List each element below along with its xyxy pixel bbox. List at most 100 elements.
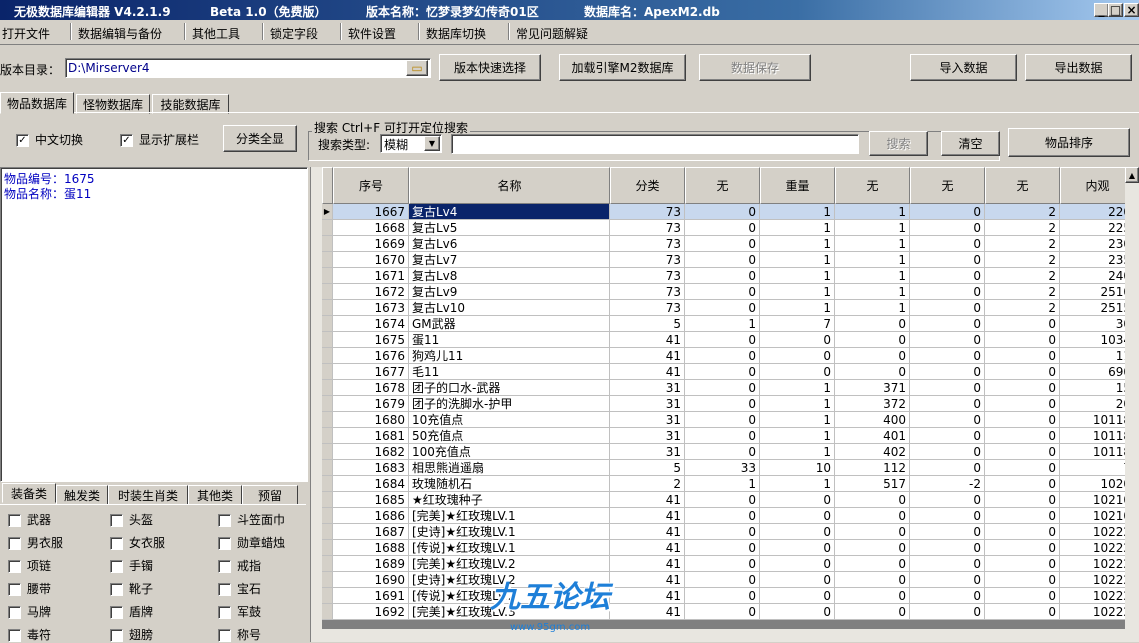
table-cell[interactable]: 0: [685, 604, 760, 620]
search-input[interactable]: [451, 134, 859, 154]
table-cell[interactable]: 1: [760, 444, 835, 460]
table-cell[interactable]: 31: [610, 444, 685, 460]
row-indicator[interactable]: [322, 316, 333, 332]
table-cell[interactable]: 230: [1060, 236, 1125, 252]
table-cell[interactable]: 10210: [1060, 508, 1125, 524]
table-cell[interactable]: 0: [985, 428, 1060, 444]
row-indicator[interactable]: [322, 524, 333, 540]
table-cell[interactable]: 400: [835, 412, 910, 428]
column-header[interactable]: 无: [835, 167, 910, 204]
category-tab[interactable]: 预留: [242, 485, 298, 505]
table-cell[interactable]: 0: [910, 204, 985, 220]
table-cell[interactable]: 0: [685, 236, 760, 252]
table-cell[interactable]: 41: [610, 524, 685, 540]
table-cell[interactable]: 0: [760, 348, 835, 364]
table-cell[interactable]: 1683: [333, 460, 409, 476]
table-cell[interactable]: 7: [1060, 460, 1125, 476]
checkbox[interactable]: [218, 606, 231, 619]
category-checkbox[interactable]: 称号: [218, 626, 261, 643]
table-cell[interactable]: 0: [760, 492, 835, 508]
table-cell[interactable]: 0: [835, 508, 910, 524]
table-cell[interactable]: 0: [760, 572, 835, 588]
item-name-cell[interactable]: 50充值点: [409, 428, 610, 444]
table-cell[interactable]: 0: [910, 236, 985, 252]
table-cell[interactable]: 0: [985, 556, 1060, 572]
table-cell[interactable]: 1673: [333, 300, 409, 316]
category-checkbox[interactable]: 军鼓: [218, 603, 261, 620]
checkbox[interactable]: [110, 514, 123, 527]
ext-toggle[interactable]: ✓ 显示扩展栏: [120, 131, 199, 148]
table-cell[interactable]: 5: [610, 316, 685, 332]
row-indicator[interactable]: [322, 428, 333, 444]
column-header[interactable]: 重量: [760, 167, 835, 204]
table-cell[interactable]: 1691: [333, 588, 409, 604]
category-checkbox[interactable]: 马牌: [8, 603, 51, 620]
table-cell[interactable]: 2: [985, 300, 1060, 316]
table-cell[interactable]: 220: [1060, 204, 1125, 220]
category-tab[interactable]: 装备类: [2, 483, 56, 503]
table-cell[interactable]: 0: [760, 508, 835, 524]
table-cell[interactable]: 1: [760, 412, 835, 428]
checkbox[interactable]: [8, 629, 21, 642]
table-cell[interactable]: 41: [610, 364, 685, 380]
table-cell[interactable]: 1: [835, 236, 910, 252]
db-tab[interactable]: 物品数据库: [0, 92, 74, 114]
table-cell[interactable]: 30: [1060, 316, 1125, 332]
table-cell[interactable]: 1674: [333, 316, 409, 332]
table-cell[interactable]: 1: [835, 204, 910, 220]
table-cell[interactable]: 0: [910, 332, 985, 348]
table-cell[interactable]: 0: [910, 604, 985, 620]
category-tab[interactable]: 触发类: [56, 485, 108, 505]
table-cell[interactable]: 11: [1060, 348, 1125, 364]
row-indicator[interactable]: [322, 588, 333, 604]
splitter-scrollbar[interactable]: [310, 167, 322, 642]
table-cell[interactable]: 1670: [333, 252, 409, 268]
table-cell[interactable]: 0: [985, 364, 1060, 380]
table-cell[interactable]: 41: [610, 540, 685, 556]
table-cell[interactable]: 41: [610, 556, 685, 572]
table-cell[interactable]: 0: [910, 316, 985, 332]
folder-button[interactable]: ▭: [406, 60, 428, 76]
item-name-cell[interactable]: [完美]★红玫瑰LV.1: [409, 508, 610, 524]
row-indicator[interactable]: [322, 460, 333, 476]
table-cell[interactable]: 0: [985, 316, 1060, 332]
table-cell[interactable]: 0: [685, 300, 760, 316]
table-cell[interactable]: 0: [835, 588, 910, 604]
category-tab[interactable]: 时装生肖类: [108, 485, 188, 505]
table-cell[interactable]: 73: [610, 300, 685, 316]
table-cell[interactable]: 10118: [1060, 412, 1125, 428]
item-name-cell[interactable]: 复古Lv5: [409, 220, 610, 236]
checkbox[interactable]: [110, 560, 123, 573]
item-name-cell[interactable]: 玫瑰随机石: [409, 476, 610, 492]
table-cell[interactable]: 0: [685, 428, 760, 444]
table-cell[interactable]: 0: [985, 540, 1060, 556]
table-cell[interactable]: 112: [835, 460, 910, 476]
table-cell[interactable]: 1: [760, 380, 835, 396]
table-cell[interactable]: 402: [835, 444, 910, 460]
table-cell[interactable]: 0: [835, 540, 910, 556]
checkbox[interactable]: [110, 583, 123, 596]
category-checkbox[interactable]: 靴子: [110, 580, 153, 597]
row-indicator[interactable]: [322, 396, 333, 412]
table-cell[interactable]: 2: [985, 284, 1060, 300]
table-cell[interactable]: 0: [985, 492, 1060, 508]
item-name-cell[interactable]: [传说]★红玫瑰LV.1: [409, 540, 610, 556]
table-cell[interactable]: 0: [910, 220, 985, 236]
item-name-cell[interactable]: 10充值点: [409, 412, 610, 428]
table-cell[interactable]: 41: [610, 604, 685, 620]
table-cell[interactable]: 0: [910, 572, 985, 588]
checkbox[interactable]: [218, 560, 231, 573]
table-cell[interactable]: 1: [835, 252, 910, 268]
checkbox[interactable]: [8, 583, 21, 596]
row-indicator[interactable]: ▶: [322, 204, 333, 220]
table-cell[interactable]: 10: [760, 460, 835, 476]
table-cell[interactable]: 0: [685, 380, 760, 396]
table-cell[interactable]: 1682: [333, 444, 409, 460]
table-cell[interactable]: 2: [985, 236, 1060, 252]
grid-vscroll[interactable]: ▲: [1125, 167, 1139, 642]
table-cell[interactable]: 0: [685, 204, 760, 220]
item-name-cell[interactable]: GM武器: [409, 316, 610, 332]
table-cell[interactable]: 1: [835, 300, 910, 316]
